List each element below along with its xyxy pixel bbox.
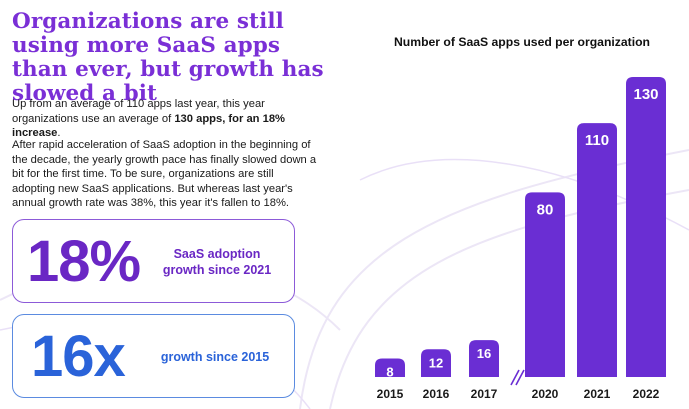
- bar-2022: [626, 77, 666, 377]
- x-tick-label-2017: 2017: [471, 387, 498, 401]
- stat-label: SaaS adoption growth since 2021: [162, 247, 272, 277]
- intro-text-before: Up from an average of 110 apps last year…: [12, 98, 265, 125]
- stat-value: 18%: [27, 229, 141, 294]
- chart-title: Number of SaaS apps used per organizatio…: [394, 35, 650, 49]
- x-tick-label-2016: 2016: [423, 387, 450, 401]
- stat-card-growth-since-2015: 16x growth since 2015: [12, 314, 295, 398]
- stat-value: 16x: [31, 324, 126, 389]
- bar-value-label-2021: 110: [585, 132, 609, 149]
- x-tick-label-2015: 2015: [377, 387, 404, 401]
- bar-value-label-2015: 8: [386, 365, 393, 380]
- headline: Organizations are still using more SaaS …: [12, 9, 324, 106]
- stat-label: growth since 2015: [160, 350, 270, 364]
- bar-2021: [577, 123, 617, 378]
- bar-value-label-2022: 130: [633, 86, 658, 103]
- bar-value-label-2020: 80: [537, 201, 554, 218]
- bar-2020: [525, 192, 565, 377]
- intro-paragraph: Up from an average of 110 apps last year…: [12, 97, 317, 141]
- bar-2016: [421, 349, 451, 377]
- detail-paragraph: After rapid acceleration of SaaS adoptio…: [12, 139, 317, 209]
- axis-break-marker: [510, 369, 525, 386]
- bar-value-label-2017: 16: [477, 346, 491, 361]
- x-tick-label-2021: 2021: [584, 387, 611, 401]
- intro-text-after: .: [57, 127, 61, 139]
- bar-2017: [469, 340, 499, 377]
- bar-2015: [375, 358, 405, 377]
- intro-bold-text: 130 apps, for an 18% increase: [12, 112, 286, 140]
- bar-value-label-2016: 12: [429, 355, 443, 370]
- x-tick-label-2020: 2020: [532, 387, 559, 401]
- x-tick-label-2022: 2022: [633, 387, 660, 401]
- stat-card-adoption-growth: 18% SaaS adoption growth since 2021: [12, 219, 295, 303]
